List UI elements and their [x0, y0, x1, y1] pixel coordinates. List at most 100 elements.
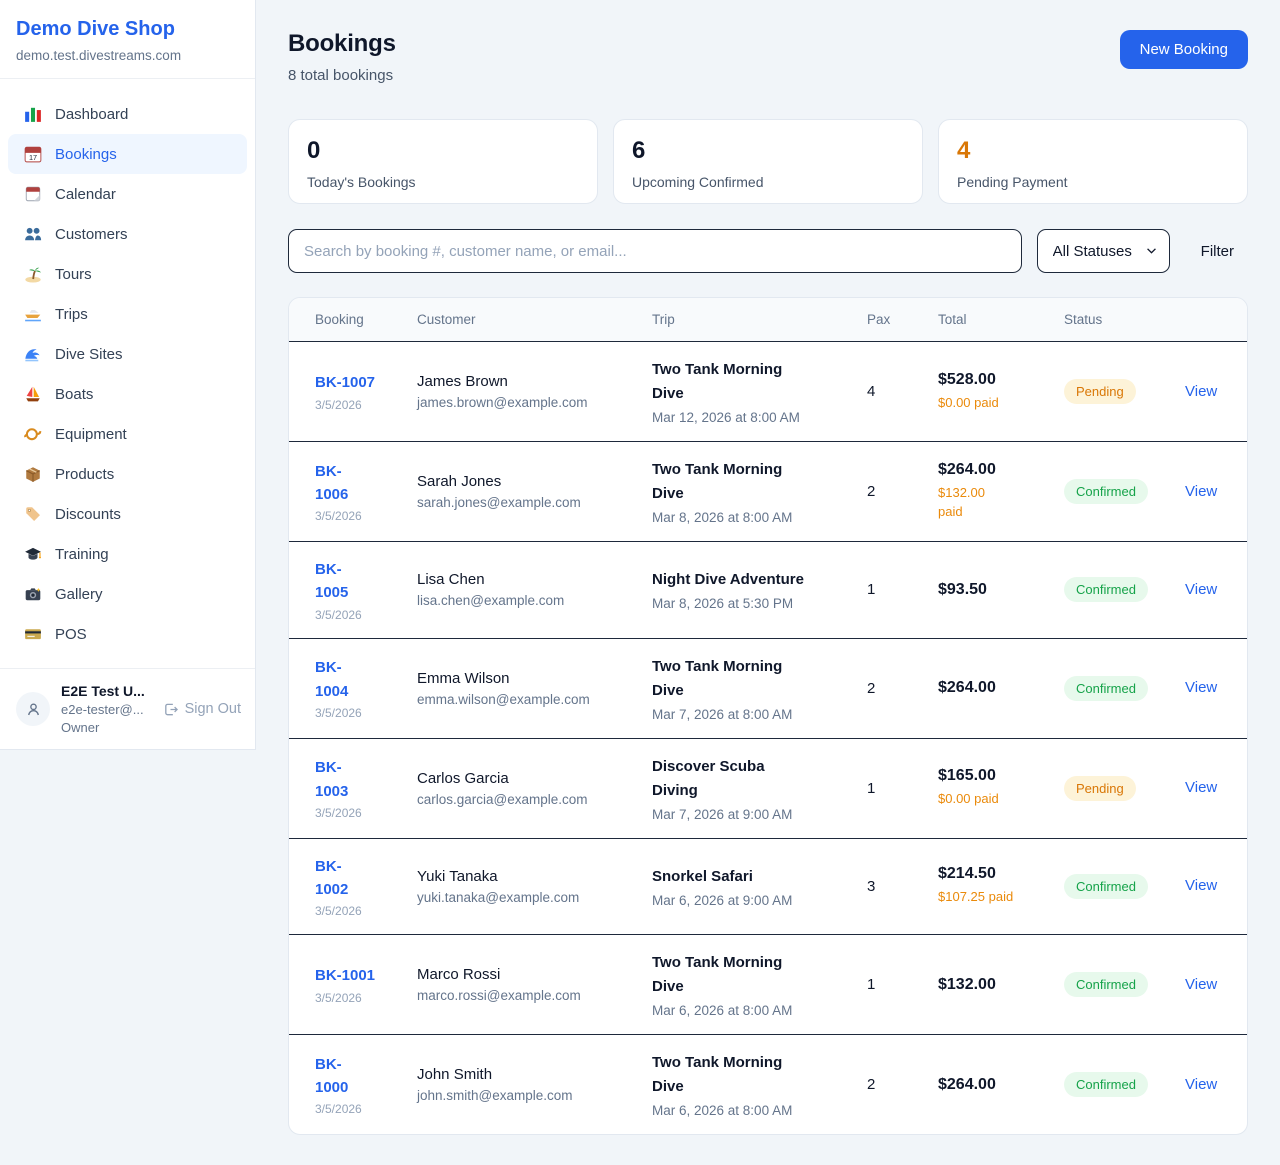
trip-datetime: Mar 6, 2026 at 8:00 AM: [652, 1003, 793, 1018]
filter-button[interactable]: Filter: [1187, 243, 1248, 260]
view-link[interactable]: View: [1185, 580, 1218, 598]
view-link[interactable]: View: [1185, 877, 1218, 895]
sidebar-item-bookings[interactable]: 17 Bookings: [8, 134, 247, 174]
stat-card-todays-bookings: 0 Today's Bookings: [288, 119, 598, 204]
view-link[interactable]: View: [1185, 1075, 1218, 1093]
booking-date: 3/5/2026: [315, 805, 362, 820]
customer-name: Lisa Chen: [417, 571, 485, 589]
sidebar-item-equipment[interactable]: Equipment: [8, 414, 247, 454]
user-section: E2E Test U... e2e-tester@... Owner Sign …: [0, 668, 255, 749]
sidebar-item-label: Tours: [55, 265, 92, 283]
search-input[interactable]: [288, 229, 1022, 273]
new-booking-button[interactable]: New Booking: [1119, 30, 1248, 69]
col-pax: Pax: [851, 298, 922, 342]
sidebar-item-discounts[interactable]: Discounts: [8, 494, 247, 534]
trip-datetime: Mar 7, 2026 at 8:00 AM: [652, 706, 793, 722]
booking-link[interactable]: BK- 1002: [315, 857, 349, 898]
sidebar-item-dive-sites[interactable]: Dive Sites: [8, 334, 247, 374]
credit-card-icon: [24, 625, 42, 643]
trip-datetime: Mar 6, 2026 at 9:00 AM: [652, 892, 793, 908]
sidebar-item-label: Discounts: [55, 505, 121, 523]
view-link[interactable]: View: [1185, 779, 1218, 796]
main-content: Bookings 8 total bookings New Booking 0 …: [256, 0, 1280, 1165]
paid-amount: $0.00 paid: [938, 394, 999, 410]
tear-off-calendar-icon: [24, 185, 42, 203]
status-select[interactable]: All Statuses: [1036, 229, 1170, 273]
tag-icon: [24, 505, 42, 523]
view-link[interactable]: View: [1185, 679, 1218, 696]
sidebar-item-label: Training: [55, 545, 109, 563]
pax-count: 2: [851, 441, 922, 542]
stat-label: Upcoming Confirmed: [632, 174, 764, 190]
sidebar-item-customers[interactable]: Customers: [8, 214, 247, 254]
pax-count: 3: [851, 838, 922, 935]
diving-mask-icon: [24, 425, 42, 443]
customer-name: Sarah Jones: [417, 473, 502, 490]
table-row: BK-1001 3/5/2026 Marco Rossi marco.rossi@e…: [289, 934, 1247, 1035]
sidebar-item-products[interactable]: Products: [8, 454, 247, 494]
pax-count: 1: [851, 934, 922, 1035]
sidebar-item-label: Boats: [55, 385, 94, 403]
booking-date: 3/5/2026: [315, 705, 362, 720]
col-trip: Trip: [636, 298, 851, 342]
customer-email: lisa.chen@example.com: [417, 593, 565, 609]
brand-name[interactable]: Demo Dive Shop: [16, 18, 175, 40]
sign-out-label: Sign Out: [184, 701, 241, 717]
booking-link[interactable]: BK- 1000: [315, 1055, 349, 1096]
col-status: Status: [1048, 298, 1169, 342]
island-icon: [24, 265, 42, 283]
sidebar-item-label: Products: [55, 465, 115, 483]
page-subtitle: 8 total bookings: [288, 67, 394, 84]
booking-date: 3/5/2026: [315, 904, 362, 918]
table-row: BK- 1004 3/5/2026 Emma Wilson emma.wilson@…: [289, 638, 1247, 739]
pax-count: 1: [851, 541, 922, 639]
sidebar-item-training[interactable]: Training: [8, 534, 247, 574]
booking-link[interactable]: BK- 1005: [315, 561, 349, 602]
col-booking: Booking: [289, 298, 401, 342]
trip-datetime: Mar 8, 2026 at 5:30 PM: [652, 596, 794, 612]
status-badge: Confirmed: [1064, 577, 1148, 603]
customer-email: james.brown@example.com: [417, 395, 588, 410]
booking-link[interactable]: BK- 1003: [315, 759, 349, 800]
sidebar-item-dashboard[interactable]: Dashboard: [8, 94, 247, 134]
table-row: BK- 1003 3/5/2026 Carlos Garcia carlos.gar…: [289, 738, 1247, 839]
sidebar-item-label: Customers: [55, 225, 128, 243]
status-select-wrap: All Statuses: [1036, 229, 1170, 273]
sidebar-item-calendar[interactable]: Calendar: [8, 174, 247, 214]
view-link[interactable]: View: [1185, 975, 1218, 993]
stat-value: 6: [632, 137, 646, 164]
sidebar-item-trips[interactable]: Trips: [8, 294, 247, 334]
sidebar-item-pos[interactable]: POS: [8, 614, 247, 654]
user-meta: E2E Test U... e2e-tester@... Owner: [61, 683, 152, 735]
customer-email: john.smith@example.com: [417, 1088, 573, 1103]
booking-link[interactable]: BK-1007: [315, 374, 376, 392]
total-amount: $264.00: [938, 1075, 996, 1093]
sidebar-item-label: Bookings: [55, 145, 117, 163]
trip-name: Snorkel Safari: [652, 867, 753, 885]
sign-out-button[interactable]: Sign Out: [163, 701, 241, 717]
brand-domain: demo.test.divestreams.com: [16, 48, 182, 63]
booking-date: 3/5/2026: [315, 1102, 362, 1117]
view-link[interactable]: View: [1185, 382, 1218, 400]
col-actions: [1169, 298, 1247, 342]
sidebar-item-tours[interactable]: Tours: [8, 254, 247, 294]
status-badge: Pending: [1064, 379, 1136, 404]
table-row: BK- 1006 3/5/2026 Sarah Jones sarah.jones@…: [289, 441, 1247, 542]
sidebar-item-boats[interactable]: Boats: [8, 374, 247, 414]
total-amount: $528.00: [938, 370, 996, 388]
page-title: Bookings: [288, 30, 396, 57]
booking-link[interactable]: BK- 1006: [315, 462, 349, 503]
status-badge: Confirmed: [1064, 873, 1148, 899]
stats-row: 0 Today's Bookings 6 Upcoming Confirmed …: [288, 119, 1248, 204]
booking-link[interactable]: BK- 1004: [315, 659, 349, 700]
sidebar-item-gallery[interactable]: Gallery: [8, 574, 247, 614]
sidebar-nav: Dashboard 17 Bookings Calendar Customers…: [0, 79, 255, 668]
customer-name: Emma Wilson: [417, 669, 510, 687]
sidebar-item-label: Equipment: [55, 425, 127, 443]
paid-amount: $107.25 paid: [938, 889, 1014, 905]
pax-count: 1: [851, 738, 922, 839]
sidebar-item-label: POS: [55, 625, 87, 643]
view-link[interactable]: View: [1185, 482, 1218, 500]
booking-link[interactable]: BK-1001: [315, 967, 376, 985]
